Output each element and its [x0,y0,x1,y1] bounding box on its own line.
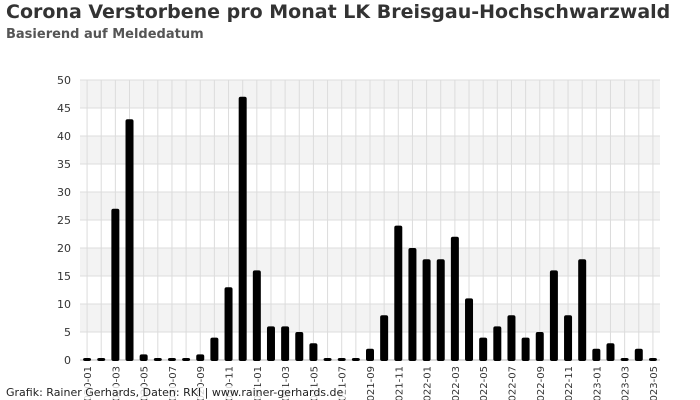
bar-2021-01 [252,270,261,361]
bar-2023-05 [648,358,657,361]
x-tick-label: 2020-09 [196,366,207,400]
x-tick-label: 2020-01 [83,366,94,400]
bar-2023-04 [634,348,643,361]
x-tick-label: 2022-09 [536,366,547,400]
y-tick-label: 0 [64,354,71,367]
bar-2020-12 [238,96,247,362]
x-tick-label: 2020-05 [140,366,151,400]
y-tick-label: 10 [57,298,71,311]
bar-2020-03 [111,208,120,361]
bar-2022-06 [493,326,502,361]
bar-2021-02 [266,326,275,361]
bar-2020-04 [125,119,134,361]
x-tick-label: 2023-03 [621,366,632,400]
y-tick-label: 15 [57,270,71,283]
bar-2020-08 [182,358,191,361]
bar-2023-03 [620,358,629,361]
bars [83,96,657,362]
bar-2020-06 [153,358,162,361]
y-tick-label: 30 [57,186,71,199]
y-axis: 0 5 10 15 20 25 30 35 40 45 50 [57,74,71,367]
bar-2022-07 [507,315,516,361]
bar-2020-02 [97,358,106,361]
bar-2021-08 [351,358,360,361]
x-tick-label: 2023-05 [649,366,660,400]
x-axis: 2020-01 2020-03 2020-05 2020-07 2020-09 2020-… [83,366,660,400]
x-tick-label: 2022-07 [507,366,518,400]
bar-2021-09 [366,348,374,361]
y-tick-label: 50 [57,74,71,87]
bar-2021-04 [295,332,304,361]
x-tick-label: 2021-05 [309,366,320,400]
bar-2023-02 [606,343,615,361]
bar-2020-01 [83,358,92,361]
bar-2020-05 [139,354,148,361]
bar-2020-10 [210,337,219,361]
x-tick-label: 2021-11 [394,366,405,400]
bar-2022-03 [450,236,459,361]
bar-2021-12 [408,248,417,361]
y-tick-label: 25 [57,214,71,227]
bar-2022-10 [549,270,558,361]
bar-2022-02 [436,259,445,361]
bar-2022-01 [422,259,431,361]
bar-2022-08 [521,337,530,361]
x-tick-label: 2021-09 [366,366,377,400]
bar-2022-09 [535,332,544,361]
x-tick-label: 2021-03 [281,366,292,400]
x-tick-label: 2022-05 [479,366,490,400]
x-tick-label: 2020-03 [111,366,122,400]
chart-subtitle: Basierend auf Meldedatum [6,27,204,42]
bar-2020-09 [196,354,205,361]
x-tick-label: 2023-01 [592,366,603,400]
y-tick-label: 35 [57,158,71,171]
y-tick-label: 5 [64,326,71,339]
x-tick-label: 2020-07 [168,366,179,400]
y-tick-label: 20 [57,242,71,255]
bar-2021-11 [394,225,403,361]
x-tick-label: 2022-11 [564,366,575,400]
y-tick-label: 40 [57,130,71,143]
x-tick-label: 2022-03 [451,366,462,400]
bar-2021-03 [281,326,290,361]
chart-title: Corona Verstorbene pro Monat LK Breisgau… [6,1,671,23]
y-tick-label: 45 [57,102,71,115]
bar-2022-11 [564,315,573,361]
x-tick-label: 2020-11 [225,366,236,400]
x-tick-label: 2021-07 [338,366,349,400]
bar-2020-11 [224,287,233,361]
bar-2023-01 [592,348,601,361]
x-tick-label: 2022-01 [423,366,434,400]
bar-2021-10 [380,315,389,361]
bar-2022-12 [578,259,587,361]
bar-2021-07 [337,358,346,361]
bar-2021-06 [323,358,332,361]
x-tick-label: 2021-01 [253,366,264,400]
bar-2021-05 [309,343,318,361]
bar-2020-07 [167,358,176,361]
bar-2022-05 [479,337,488,361]
source-credit: Grafik: Rainer Gerhards, Daten: RKI | ww… [4,386,346,399]
bar-2022-04 [465,298,474,361]
